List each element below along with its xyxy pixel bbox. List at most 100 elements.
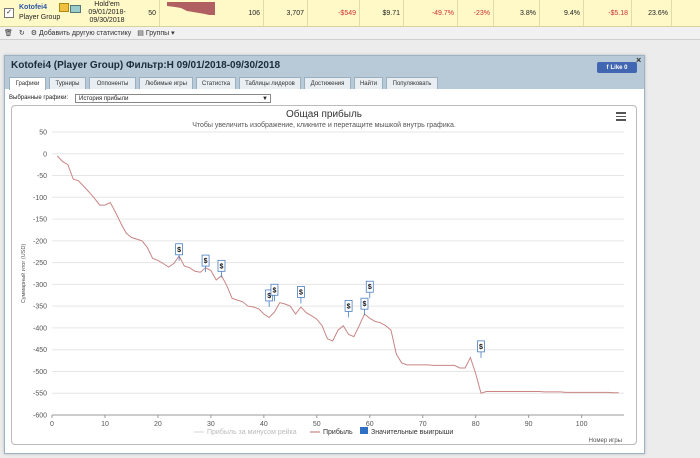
x-tick-label: 40 [260,421,268,428]
big-win-dollar-icon: $ [368,284,372,291]
big-win-flag [217,259,226,272]
stat-cell: -$549 [308,0,360,26]
toolbar: 🗑 ↻ ⚙ Добавить другую статистику ▤ Групп… [0,27,700,40]
x-tick-label: 60 [366,421,374,428]
y-tick-label: -550 [33,391,47,398]
chart-title: Общая прибыль [285,109,362,120]
big-win-flag [365,280,374,293]
big-win-dollar-icon: $ [363,301,367,308]
x-tick-label: 70 [419,421,427,428]
chart-menu-icon[interactable] [616,112,626,123]
stats-row[interactable]: ✓ Kotofei4 Player Group Hold'em 09/01/20… [0,0,700,27]
player-group: Player Group [19,14,61,21]
game-cell: Hold'em 09/01/2018- 09/30/2018 [84,1,130,25]
y-tick-label: 0 [43,151,47,158]
chart-select-value: История прибыли [79,96,129,102]
date-to: 09/30/2018 [89,17,125,24]
tab-opponents[interactable]: Оппоненты [89,77,136,89]
y-tick-label: -250 [33,260,47,267]
x-tick-label: 20 [154,421,162,428]
x-tick-label: 10 [101,421,109,428]
chart-select[interactable]: История прибыли ▼ [75,94,271,103]
player-name[interactable]: Kotofei4 [19,4,47,11]
y-tick-label: -350 [33,304,47,311]
stat-cell: 50 [130,0,160,26]
chart-subtitle: Чтобы увеличить изображение, кликните и … [192,122,456,129]
big-win-flag [360,297,369,310]
tab-popularize[interactable]: Популяковать [386,77,438,89]
stat-cell: $9.71 [360,0,404,26]
chart-frame[interactable]: Общая прибыль Чтобы увеличить изображени… [11,105,637,445]
y-tick-label: -100 [33,195,47,202]
big-win-dollar-icon: $ [272,287,276,294]
groups-button[interactable]: ▤ Группы ▾ [137,30,175,37]
x-tick-label: 30 [207,421,215,428]
x-tick-label: 0 [50,421,54,428]
tab-leaderboards[interactable]: Таблицы лидеров [239,77,301,89]
big-win-flag [270,283,279,296]
y-tick-label: 50 [39,130,47,137]
facebook-like-button[interactable]: f Like 0 [597,62,637,73]
tab-achievements[interactable]: Достижения [304,77,351,89]
game-type: Hold'em [94,1,120,8]
big-win-dollar-icon: $ [220,263,224,270]
dropdown-arrow-icon: ▼ [262,96,268,102]
y-tick-label: -150 [33,217,47,224]
big-win-flag [297,286,305,298]
big-win-dollar-icon: $ [177,247,181,254]
stat-cell: 106 [234,0,264,26]
legend-label-bigwins: Значительные выигрыши [371,429,453,436]
profit-series-line [56,155,619,394]
legend-label-net: Прибыль за минусом рейка [207,428,297,436]
big-win-flag [175,243,184,256]
x-axis-title: Номер игры [589,438,622,444]
stat-cell: -$5.18 [584,0,632,26]
y-tick-label: -450 [33,347,47,354]
big-win-dollar-icon: $ [479,344,483,351]
y-tick-label: -300 [33,282,47,289]
tab-tournaments[interactable]: Турниры [49,77,86,89]
row-checkbox[interactable]: ✓ [4,8,14,18]
big-win-flag [201,254,210,267]
refresh-icon[interactable]: ↻ [18,30,25,37]
x-tick-label: 100 [576,421,588,428]
tab-find[interactable]: Найти [354,77,383,89]
chart-select-label: Выбранные графики: [9,95,69,101]
player-cell: Kotofei4 Player Group [19,3,60,23]
tab-statistics[interactable]: Статистка [196,77,236,89]
stat-cell: -23% [458,0,494,26]
add-stats-label: Добавить другую статистику [39,30,132,37]
x-tick-label: 90 [525,421,533,428]
add-stats-button[interactable]: ⚙ Добавить другую статистику [30,30,132,37]
stat-cell: 3.8% [494,0,540,26]
x-tick-label: 50 [313,421,321,428]
y-axis-title: Суммарный итог (USD) [20,244,27,303]
y-tick-label: -50 [37,173,47,180]
x-tick-label: 80 [472,421,480,428]
y-tick-label: -200 [33,238,47,245]
tab-charts[interactable]: Графики [9,77,46,90]
y-tick-label: -600 [33,413,47,420]
profit-sparkline [167,2,215,15]
y-tick-label: -500 [33,369,47,376]
big-win-dollar-icon: $ [347,303,351,310]
big-win-dollar-icon: $ [299,289,303,296]
tab-bar: Графики Турниры Оппоненты Любимые игры С… [5,75,644,90]
tab-favorite-games[interactable]: Любимые игры [139,77,193,89]
table-icon [70,5,81,13]
legend-label-profit: Прибыль [323,428,353,436]
close-icon[interactable]: × [636,55,642,65]
dialog-title: Kotofei4 (Player Group) Фильтр:H 09/01/2… [11,60,281,71]
like-label: Like 0 [610,64,628,71]
big-win-flag [477,340,485,353]
trophy-icon [59,3,69,12]
facebook-icon: f [606,64,609,71]
trash-icon[interactable]: 🗑 [4,30,13,37]
profit-chart[interactable]: 50 0 -50 -100 -150 -200 -250 -300 -350 -400 -450 -5… [12,106,636,444]
stats-dialog: Kotofei4 (Player Group) Фильтр:H 09/01/2… [4,55,645,454]
date-from: 09/01/2018- [88,9,126,16]
stat-cell: 9.4% [540,0,584,26]
big-win-dollar-icon: $ [204,258,208,265]
y-tick-label: -400 [33,325,47,332]
legend-symbol-bigwins [360,427,368,434]
